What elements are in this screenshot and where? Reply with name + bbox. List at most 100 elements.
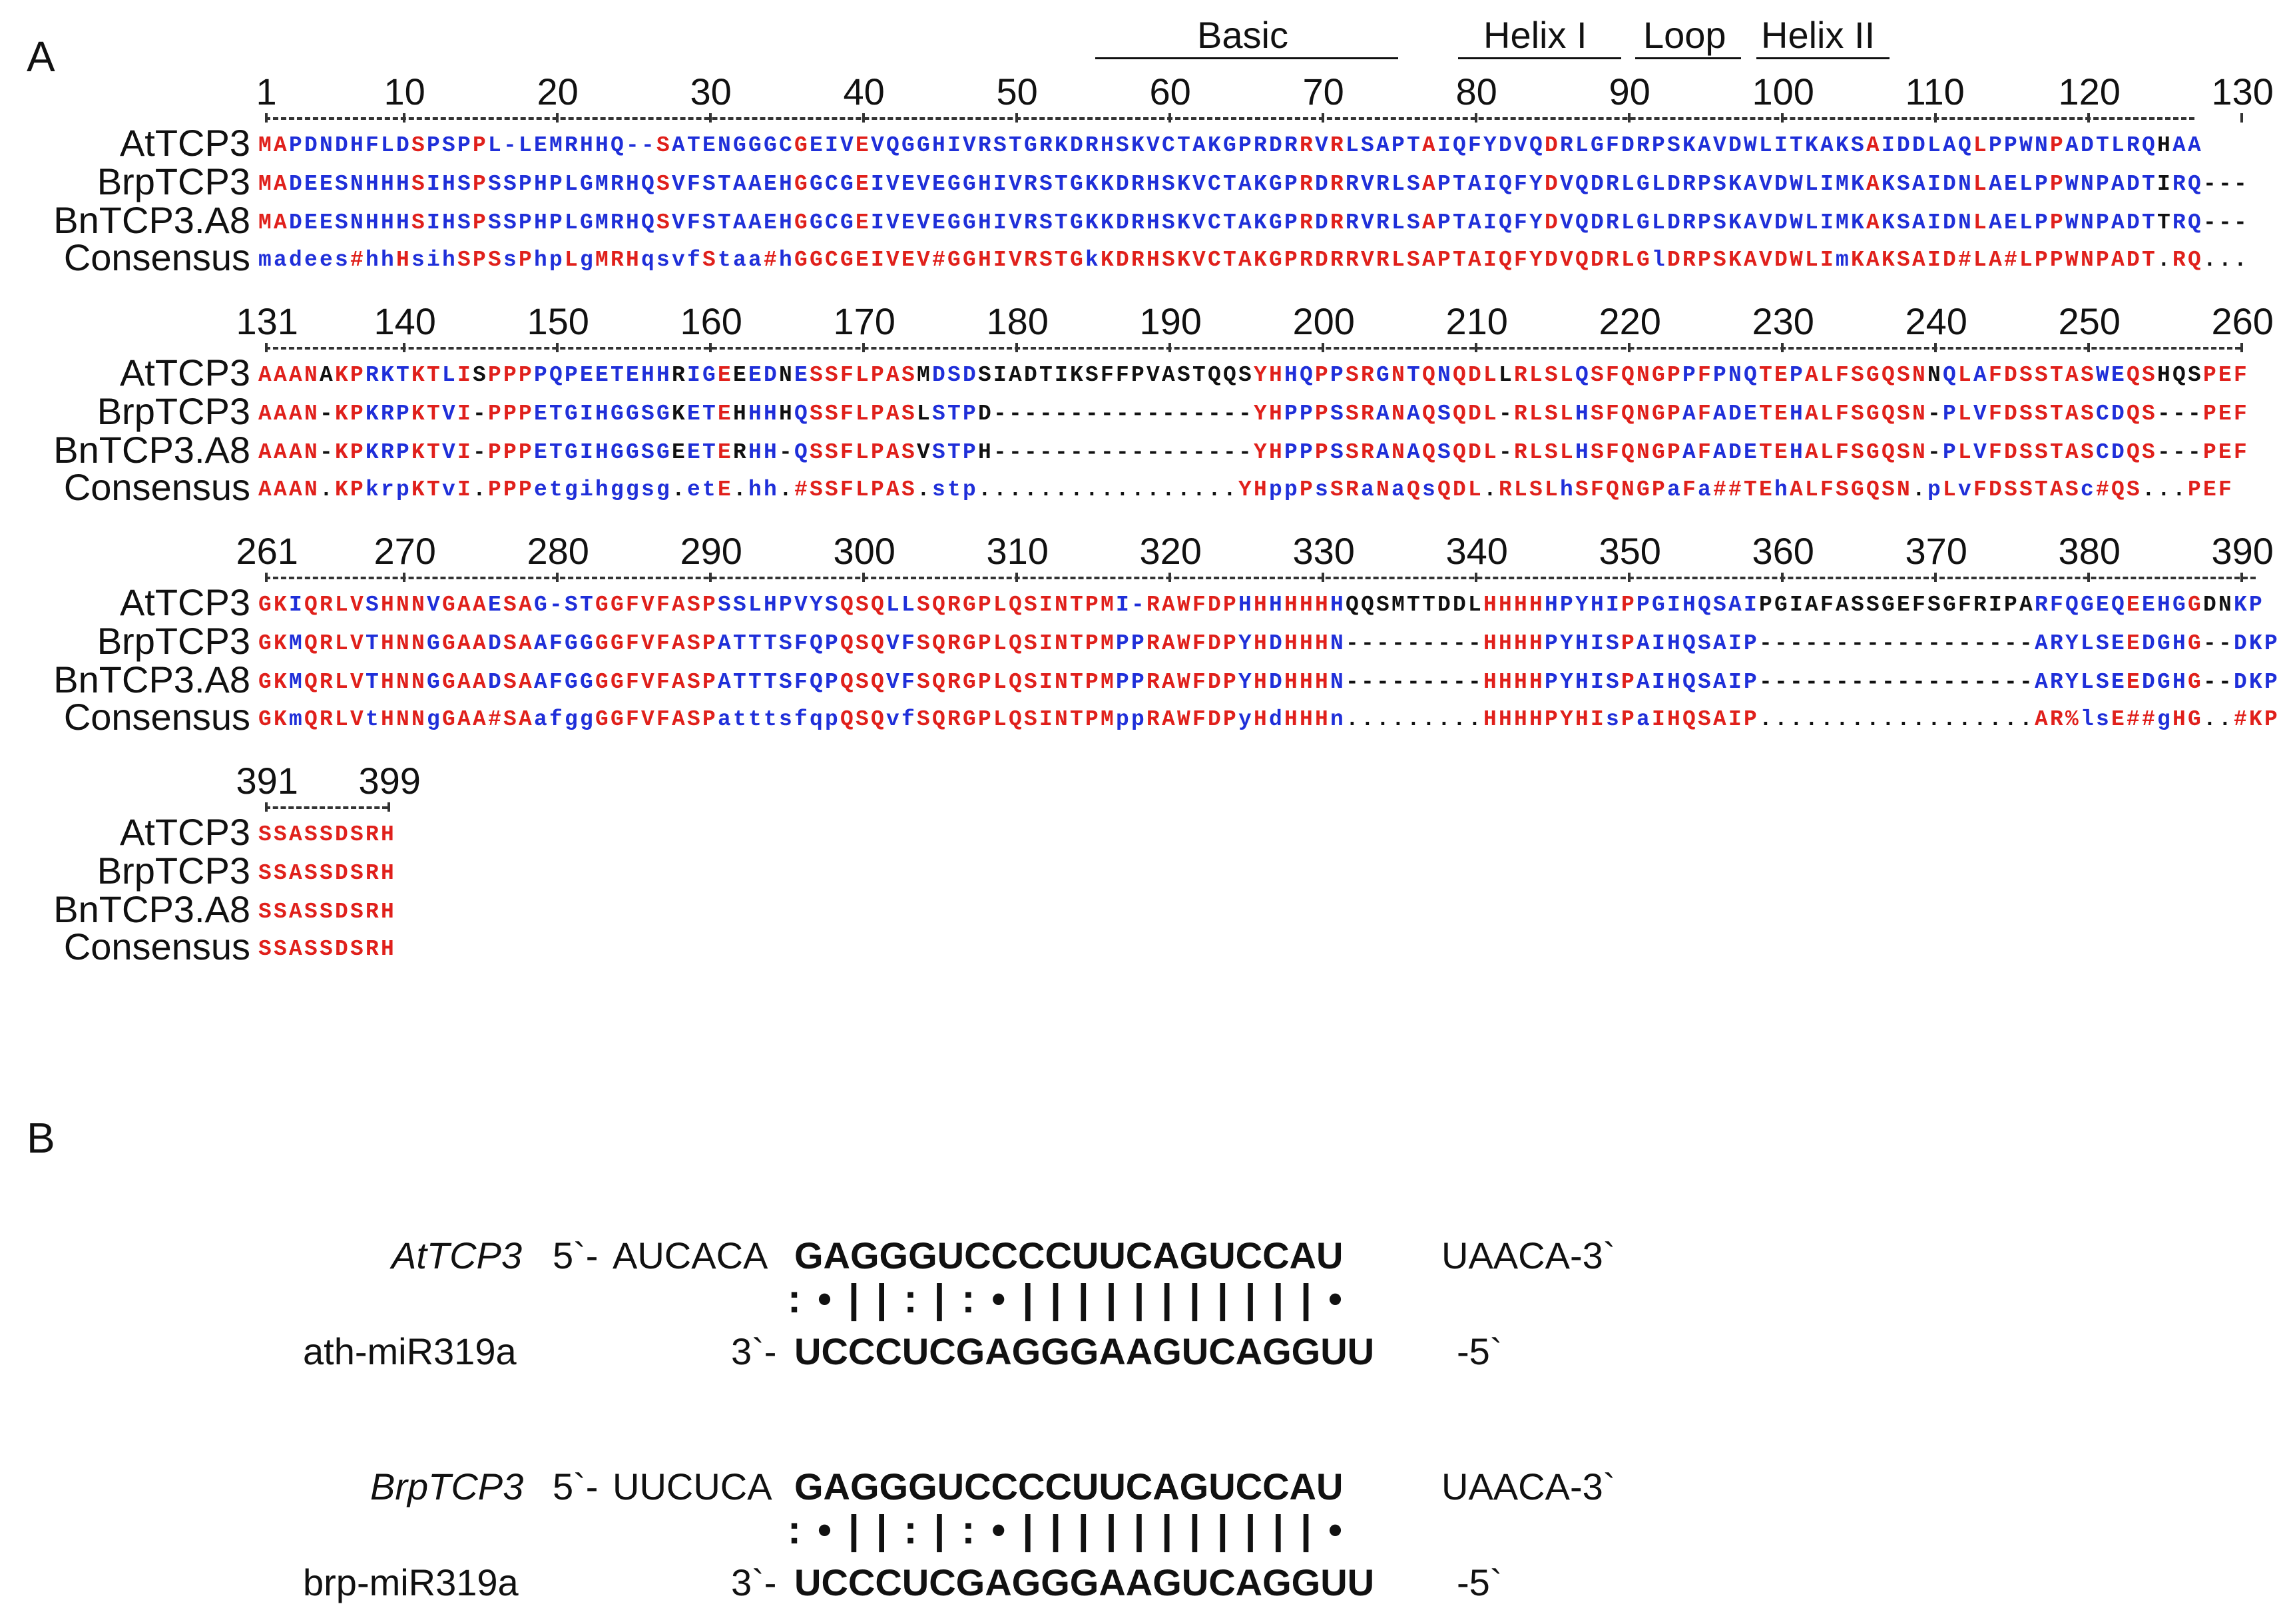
sequence-brptcp3: SSASSDSRH [258,861,396,886]
target-gene-name: AtTCP3 [391,1234,523,1276]
ruler-number: 120 [2058,71,2121,113]
ruler-tick [264,343,268,352]
sequence-bntcp3-a8: SSASSDSRH [258,900,396,924]
ruler-number: 10 [383,71,425,113]
ruler-tick [1015,113,1018,123]
target-5prime-label: 5`- [553,1466,599,1507]
ruler-tick [1321,113,1324,123]
ruler-number: 220 [1599,300,1661,342]
target-site-sequence: GAGGGUCCCCUUCAGUCCAU [794,1234,1344,1276]
ruler-tick [862,343,865,352]
ruler-number: 70 [1302,71,1344,113]
ruler-number: 50 [996,71,1038,113]
sequence-consensus: GKmQRLVtHNNgGAA#SAafggGGFVFASPatttsfqpQS… [258,707,2280,732]
ruler-tick [2087,573,2090,582]
row-label-bntcp3-a8: BnTCP3.A8 [53,199,250,241]
target-5prime-flank: UUCUCA [613,1466,772,1507]
ruler-tick [1015,343,1018,352]
ruler-number: 230 [1752,300,1814,342]
target-3prime-flank: UAACA-3` [1441,1234,1616,1276]
mirna-sequence: UCCCUCGAGGGAAGUCAGGUU [794,1330,1375,1372]
mirna-3prime-label: 3`- [731,1330,777,1372]
ruler-tick [1933,113,1937,123]
row-label-consensus: Consensus [63,696,250,738]
mirna-5prime-label: -5` [1457,1561,1503,1603]
sequence-attcp3: AAANAKPRKTKTLISPPPPQPEETEHHRIGEEEDNESSFL… [258,363,2249,388]
row-label-consensus: Consensus [63,466,250,508]
ruler-number: 370 [1905,530,1967,572]
ruler-tick [1321,573,1324,582]
row-label-brptcp3: BrpTCP3 [97,390,250,432]
ruler-tick [1168,573,1171,582]
row-label-consensus: Consensus [63,236,250,278]
ruler-tick [2240,113,2243,123]
target-5prime-label: 5`- [553,1234,599,1276]
ruler-line [265,577,2256,579]
ruler-number: 150 [527,300,589,342]
mirna-name: ath-miR319a [303,1330,517,1372]
ruler-tick [2087,343,2090,352]
base-pairing-row: :•||:|:•|||||||||||• [788,1507,1359,1552]
domain-bracket-line [1635,57,1741,59]
ruler-tick [402,343,405,352]
ruler-number: 280 [527,530,589,572]
sequence-brptcp3: MADEESNHHHSIHSPSSPHPLGMRHQSVFSTAAEHGGCGE… [258,172,2249,196]
ruler-number: 390 [2211,530,2274,572]
domain-label-helix-ii: Helix II [1761,14,1876,56]
ruler-number: 110 [1905,71,1965,113]
domain-label-helix-i: Helix I [1483,14,1587,56]
ruler-tick [264,573,268,582]
ruler-tick [1474,343,1477,352]
ruler-number: 100 [1752,71,1814,113]
ruler-tick [402,573,405,582]
row-label-bntcp3-a8: BnTCP3.A8 [53,659,250,700]
ruler-number: 240 [1905,300,1967,342]
ruler-tick [1168,343,1171,352]
ruler-number: 391 [236,760,298,802]
ruler-tick [1321,343,1324,352]
domain-bracket-line [1095,57,1398,59]
row-label-attcp3: AtTCP3 [119,811,250,853]
ruler-tick [1933,343,1937,352]
ruler-tick [2087,113,2090,123]
mirna-name: brp-miR319a [303,1561,519,1603]
panel-a-label: A [27,33,55,81]
ruler-number: 20 [537,71,579,113]
sequence-bntcp3-a8: MADEESNHHHSIHSPSSPHPLGMRHQSVFSTAAEHGGCGE… [258,210,2249,235]
target-gene-name: BrpTCP3 [370,1466,524,1507]
panel-b-label: B [27,1114,55,1162]
ruler-line [265,347,2240,350]
ruler-number: 130 [2211,71,2274,113]
mirna-sequence: UCCCUCGAGGGAAGUCAGGUU [794,1561,1375,1603]
sequence-attcp3: MAPDNDHFLDSPSPPL-LEMRHHQ--SATENGGGCGEIVE… [258,133,2203,158]
mirna-5prime-label: -5` [1457,1330,1503,1372]
domain-label-loop: Loop [1643,14,1726,56]
ruler-number: 90 [1609,71,1650,113]
ruler-tick [1474,573,1477,582]
ruler-tick [2240,573,2243,582]
ruler-tick [555,343,559,352]
ruler-number: 200 [1292,300,1355,342]
ruler-number: 180 [986,300,1049,342]
ruler-line [265,117,2194,120]
ruler-number: 60 [1149,71,1191,113]
target-5prime-flank: AUCACA [613,1234,768,1276]
ruler-number: 160 [680,300,742,342]
ruler-number: 190 [1139,300,1202,342]
row-label-brptcp3: BrpTCP3 [97,620,250,662]
ruler-number: 310 [986,530,1049,572]
ruler-tick [264,113,268,123]
ruler-line [265,806,387,809]
ruler-tick [1780,573,1784,582]
ruler-tick [402,113,405,123]
target-3prime-flank: UAACA-3` [1441,1466,1616,1507]
ruler-number: 380 [2058,530,2121,572]
row-label-attcp3: AtTCP3 [119,581,250,623]
ruler-number: 270 [374,530,436,572]
row-label-bntcp3-a8: BnTCP3.A8 [53,888,250,930]
sequence-consensus: madees#hhHsihSPSsPhpLgMRHqsvfStaa#hGGCGE… [258,248,2249,272]
sequence-consensus: SSASSDSRH [258,937,396,961]
sequence-brptcp3: GKMQRLVTHNNGGAADSAAFGGGGFVFASPATTTSFQPQS… [258,631,2280,656]
ruler-tick [387,802,390,812]
row-label-bntcp3-a8: BnTCP3.A8 [53,429,250,471]
